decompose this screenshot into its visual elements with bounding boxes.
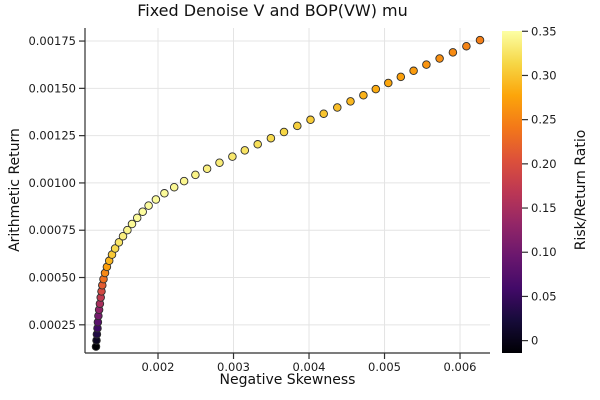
data-point [346, 97, 355, 106]
y-tick-label: 0.00125 [28, 129, 76, 143]
data-point [191, 170, 200, 180]
y-tick-label: 0.00100 [28, 176, 76, 190]
data-point [462, 41, 471, 51]
x-axis-label: Negative Skewness [219, 372, 356, 388]
data-point [138, 207, 147, 216]
data-point [384, 78, 393, 88]
y-tick-label: 0.00025 [28, 318, 76, 332]
colorbar-tick-label: 0.10 [531, 245, 557, 259]
data-point [448, 48, 458, 57]
colorbar-tick-label: 0.15 [531, 201, 557, 215]
data-point [319, 109, 328, 118]
colorbar-tick-label: 0.20 [531, 157, 557, 171]
colorbar-tick-label: 0.35 [531, 24, 557, 38]
data-point [359, 91, 368, 100]
x-tick-label: 0.006 [444, 360, 477, 374]
data-point [179, 176, 189, 186]
data-point [202, 164, 212, 174]
data-point [144, 201, 153, 210]
data-point [253, 140, 262, 149]
data-point [215, 158, 224, 167]
data-point [118, 231, 128, 241]
data-point [132, 213, 142, 223]
data-point [110, 244, 120, 253]
data-point [123, 225, 132, 235]
x-tick-label: 0.004 [293, 360, 326, 374]
colorbar-tick-label: 0.25 [531, 113, 557, 127]
data-point [240, 146, 250, 155]
x-tick-label: 0.005 [368, 360, 401, 374]
data-point [371, 84, 381, 94]
colorbar-label: Risk/Return Ratio [573, 129, 589, 251]
data-point [279, 127, 289, 137]
colorbar-tick-label: 0 [531, 334, 538, 348]
colorbar [502, 31, 522, 353]
data-point [228, 152, 237, 161]
data-point [422, 60, 431, 69]
data-point [475, 35, 485, 45]
colorbar-tick-label: 0.05 [531, 289, 557, 303]
data-point [151, 195, 161, 204]
y-axis-label: Arithmetic Return [7, 128, 23, 252]
data-point [306, 115, 315, 125]
y-tick-label: 0.00050 [28, 271, 76, 285]
data-point [435, 54, 444, 63]
chart-title: Fixed Denoise V and BOP(VW) mu [137, 1, 408, 20]
data-point [114, 238, 124, 247]
data-point [160, 189, 169, 198]
data-point [266, 133, 276, 143]
x-tick-label: 0.003 [217, 360, 250, 374]
colorbar-tick-label: 0.30 [531, 68, 557, 82]
y-tick-label: 0.00150 [28, 81, 76, 95]
data-point [127, 219, 137, 229]
data-point [409, 66, 418, 76]
y-tick-label: 0.00075 [28, 223, 76, 237]
y-tick-label: 0.00175 [28, 34, 76, 48]
x-tick-label: 0.002 [142, 360, 175, 374]
data-point [169, 182, 179, 192]
data-point [396, 72, 406, 82]
data-point [333, 103, 342, 112]
data-point [293, 121, 302, 131]
